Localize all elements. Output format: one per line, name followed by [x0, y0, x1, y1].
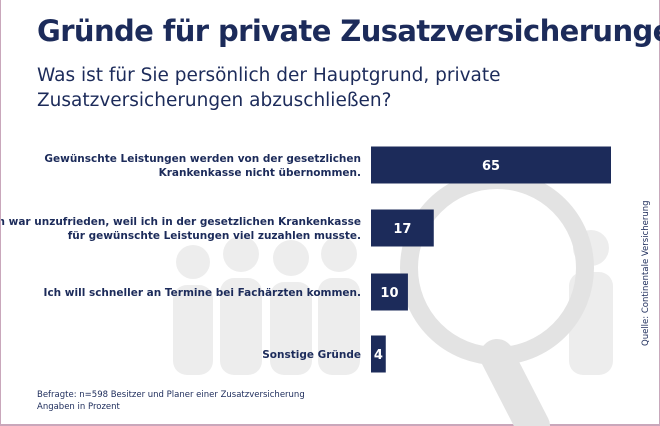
person-silhouette-icon	[270, 240, 312, 375]
person-silhouette-icon	[173, 245, 213, 375]
bar-value-label: 17	[393, 222, 411, 237]
bar-value-label: 4	[374, 348, 383, 363]
footnote: Befragte: n=598 Besitzer und Planer eine…	[37, 389, 305, 413]
person-silhouette-icon	[220, 236, 262, 375]
respondents-note: Befragte: n=598 Besitzer und Planer eine…	[37, 390, 305, 400]
bar	[371, 146, 611, 184]
chart-subtitle: Was ist für Sie persönlich der Hauptgrun…	[37, 65, 501, 111]
category-label: Krankenkasse nicht übernommen.	[159, 167, 361, 179]
category-label: Ich will schneller an Termine bei Fachär…	[44, 287, 361, 299]
source-note: Quelle: Continentale Versicherung	[641, 200, 651, 346]
category-label: für gewünschte Leistungen viel zuzahlen …	[68, 230, 361, 242]
bar-value-label: 65	[482, 159, 500, 174]
bar	[371, 273, 408, 311]
category-label: Sonstige Gründe	[262, 349, 361, 361]
category-label: Gewünschte Leistungen werden von der ges…	[44, 153, 361, 165]
person-silhouette-icon	[318, 236, 360, 375]
category-label: Ich war unzufrieden, weil ich in der ges…	[1, 216, 361, 228]
bar-value-label: 10	[380, 286, 398, 301]
bar	[371, 335, 386, 373]
unit-note: Angaben in Prozent	[37, 402, 120, 412]
chart-title: Gründe für private Zusatzversicherungen	[37, 14, 660, 48]
bar	[371, 209, 434, 247]
